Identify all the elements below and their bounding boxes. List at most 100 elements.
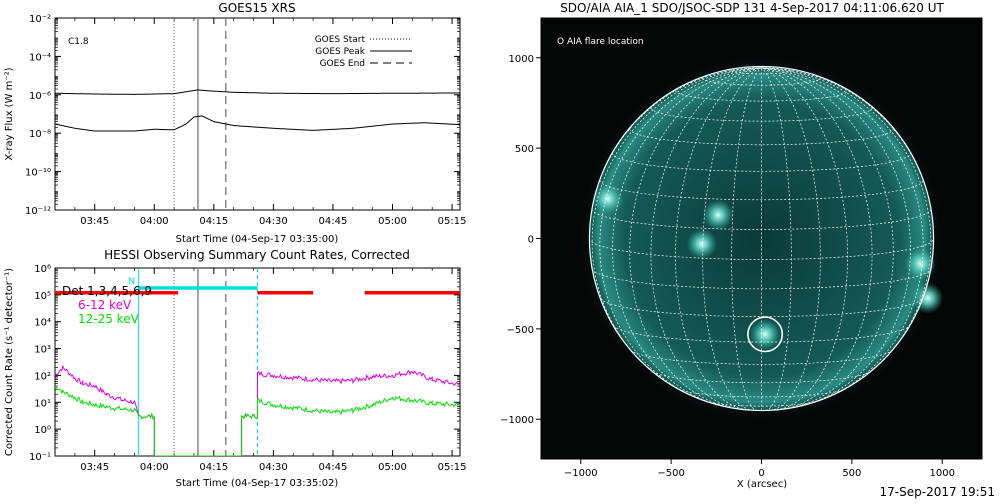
x-tick-label: 04:00 xyxy=(140,462,169,473)
goes-title: GOES15 XRS xyxy=(218,1,295,15)
aia-x-axis: −1000 −500 0 500 1000 xyxy=(564,459,955,479)
x-tick-label: 04:45 xyxy=(319,216,348,227)
aia-x-tick-label: −500 xyxy=(657,468,684,479)
aia-y-tick-label: 0 xyxy=(528,235,534,246)
hessi-legend: Det 1,3,4,5,6,9 6-12 keV 12-25 keV xyxy=(62,284,152,326)
goes-panel: GOES15 XRS 10⁻¹² 10⁻¹⁰ 10⁻⁸ 10⁻⁶ 10⁻⁴ 10⁻² 03… xyxy=(4,1,466,245)
x-tick-label: 05:15 xyxy=(438,216,467,227)
aia-y-tick-label: −500 xyxy=(507,325,534,336)
aia-grid-line xyxy=(761,67,924,402)
y-tick-label: 10² xyxy=(34,371,51,382)
x-tick-label: 05:00 xyxy=(378,216,407,227)
hessi-cyan-marker-label: N xyxy=(128,277,135,287)
aia-x-tick-label: 0 xyxy=(758,468,764,479)
x-tick-label: 05:00 xyxy=(378,462,407,473)
y-tick-label: 10¹ xyxy=(34,398,51,409)
goes-event-lines xyxy=(173,18,227,210)
aia-x-tick-label: 500 xyxy=(842,468,861,479)
aia-grid-line xyxy=(629,67,762,409)
goes-xlabel: Start Time (04-Sep-17 03:35:00) xyxy=(176,234,339,245)
aia-legend: O AIA flare location xyxy=(557,37,644,47)
y-tick-label: 10⁻⁴ xyxy=(29,52,51,63)
goes-y-axis: 10⁻¹² 10⁻¹⁰ 10⁻⁸ 10⁻⁶ 10⁻⁴ 10⁻² xyxy=(25,14,460,217)
aia-grid-line xyxy=(591,67,762,380)
y-tick-label: 10⁻² xyxy=(29,14,51,25)
y-tick-label: 10⁶ xyxy=(34,264,51,275)
aia-grid-line xyxy=(761,67,894,409)
aia-grid-line xyxy=(731,67,762,411)
goes-class-label: C1.8 xyxy=(68,37,89,47)
aia-grid-line xyxy=(599,67,762,402)
x-tick-label: 04:15 xyxy=(199,216,228,227)
aia-y-tick-label: 500 xyxy=(515,144,534,155)
hessi-12-25-keV-line xyxy=(55,385,460,456)
aia-grid-line xyxy=(702,67,762,411)
x-tick-label: 04:30 xyxy=(259,462,288,473)
hessi-ylabel: Corrected Count Rate (s⁻¹ detector⁻¹) xyxy=(4,268,15,456)
aia-y-tick-label: −1000 xyxy=(500,415,534,426)
goes-short-line xyxy=(55,115,460,132)
goes-legend-peak-label: GOES Peak xyxy=(315,47,365,57)
y-tick-label: 10⁻⁸ xyxy=(29,129,51,140)
aia-grid-line xyxy=(761,67,792,411)
hessi-legend-12-25: 12-25 keV xyxy=(78,312,140,326)
x-tick-label: 04:30 xyxy=(259,216,288,227)
goes-series xyxy=(55,89,460,132)
goes-legend: GOES Start GOES Peak GOES End xyxy=(315,35,412,69)
goes-legend-end-label: GOES End xyxy=(320,59,365,69)
aia-x-tick-label: −1000 xyxy=(564,468,598,479)
x-tick-label: 04:15 xyxy=(199,462,228,473)
hessi-flag-bars xyxy=(55,286,460,295)
aia-panel: SDO/AIA AIA_1 SDO/JSOC-SDP 131 4-Sep-201… xyxy=(500,1,983,490)
aia-grid-line xyxy=(589,67,762,239)
aia-grid-line xyxy=(652,371,871,384)
aia-heliographic-grid xyxy=(588,65,935,412)
aia-xlabel: X (arcsec) xyxy=(737,479,787,490)
aia-grid-line xyxy=(599,298,924,317)
aia-active-region xyxy=(592,183,624,215)
x-tick-label: 05:15 xyxy=(438,462,467,473)
aia-active-region xyxy=(912,282,944,314)
footer-timestamp: 17-Sep-2017 19:51 xyxy=(880,485,995,499)
goes-long-line xyxy=(55,89,460,95)
aia-grid-line xyxy=(761,67,873,410)
aia-solar-disk xyxy=(589,66,934,411)
aia-grid-line xyxy=(612,67,762,408)
y-tick-label: 10⁴ xyxy=(34,318,51,329)
y-tick-label: 10³ xyxy=(34,345,51,356)
goes-x-axis: 03:45 04:00 04:15 04:30 04:45 05:00 05:15 xyxy=(74,18,467,227)
aia-flare-circle xyxy=(747,316,784,353)
aia-grid-line xyxy=(706,401,817,407)
aia-active-region xyxy=(686,228,718,260)
goes-ylabel: X-ray Flux (W m⁻²) xyxy=(4,67,15,160)
aia-grid-line xyxy=(675,67,762,411)
aia-grid-line xyxy=(650,67,762,410)
aia-active-region xyxy=(702,199,734,231)
goes-plot-frame xyxy=(54,17,461,211)
aia-grid-line xyxy=(761,67,848,411)
y-tick-label: 10⁻¹² xyxy=(25,206,51,217)
aia-grid-line xyxy=(761,67,911,408)
hessi-event-lines xyxy=(173,268,227,456)
hessi-title: HESSI Observing Summary Count Rates, Cor… xyxy=(104,248,410,262)
aia-grid-line xyxy=(761,67,821,411)
y-tick-label: 10⁰ xyxy=(34,425,51,436)
hessi-y-axis: 10⁻¹ 10⁰ 10¹ 10² 10³ 10⁴ 10⁵ 10⁶ xyxy=(29,264,460,463)
x-tick-label: 04:00 xyxy=(140,216,169,227)
aia-grid-line xyxy=(630,349,893,365)
aia-active-region xyxy=(749,318,781,350)
hessi-xlabel: Start Time (04-Sep-17 03:35:02) xyxy=(176,478,339,489)
aia-grid-line xyxy=(612,153,911,172)
hessi-x-axis: 03:45 04:00 04:15 04:30 04:45 05:00 05:15 xyxy=(74,268,467,473)
aia-y-axis: −1000 −500 0 500 1000 xyxy=(500,54,541,426)
aia-title: SDO/AIA AIA_1 SDO/JSOC-SDP 131 4-Sep-201… xyxy=(560,1,944,15)
x-tick-label: 04:45 xyxy=(319,462,348,473)
x-tick-label: 03:45 xyxy=(80,216,109,227)
aia-x-tick-label: 1000 xyxy=(930,468,955,479)
aia-grid-line xyxy=(675,90,848,102)
aia-grid-line xyxy=(761,67,934,239)
y-tick-label: 10⁵ xyxy=(34,291,51,302)
y-tick-label: 10⁻⁶ xyxy=(29,91,51,102)
